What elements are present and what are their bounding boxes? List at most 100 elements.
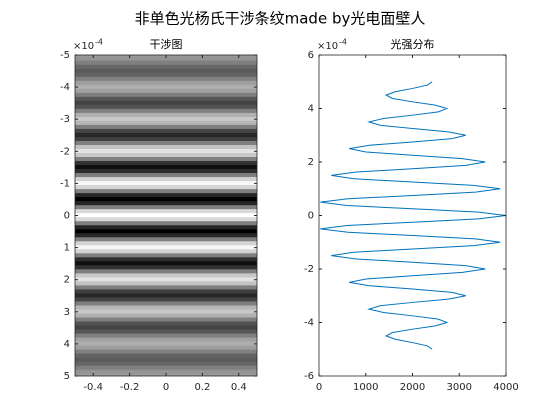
- image-row: [75, 365, 257, 371]
- image-row: [75, 88, 257, 94]
- y-tick-label: 6: [308, 50, 314, 61]
- image-row: [75, 128, 257, 134]
- image-row: [75, 96, 257, 102]
- image-row: [75, 68, 257, 74]
- image-row: [75, 136, 257, 142]
- x-tick-label: 0.2: [194, 382, 210, 393]
- image-row: [75, 108, 257, 114]
- image-row: [75, 104, 257, 110]
- y-tick-label: -5: [60, 50, 70, 61]
- x-tick-label: -0.2: [120, 382, 140, 393]
- image-row: [75, 313, 257, 319]
- x-tick-label: 3000: [447, 382, 472, 393]
- y-tick-label: -2: [60, 146, 70, 157]
- x-tick-label: 0: [316, 382, 322, 393]
- figure-title: 非单色光杨氏干涉条纹made by光电面壁人: [135, 10, 426, 28]
- image-row: [75, 72, 257, 78]
- x-tick-label: 1000: [353, 382, 378, 393]
- image-row: [75, 177, 257, 182]
- image-row: [75, 293, 257, 299]
- image-row: [75, 317, 257, 323]
- image-row: [75, 273, 257, 278]
- subplot-title: 光强分布: [391, 37, 435, 51]
- image-row: [75, 144, 257, 150]
- image-row: [75, 84, 257, 90]
- image-row: [75, 169, 257, 174]
- image-row: [75, 269, 257, 274]
- y-tick-label: -4: [304, 318, 314, 329]
- image-row: [75, 116, 257, 122]
- image-row: [75, 321, 257, 327]
- image-row: [75, 337, 257, 343]
- subplot-title: 干涉图: [150, 37, 183, 51]
- image-row: [75, 217, 257, 222]
- image-row: [75, 92, 257, 98]
- image-row: [75, 112, 257, 118]
- image-row: [75, 132, 257, 138]
- image-row: [75, 140, 257, 146]
- image-row: [75, 261, 257, 266]
- image-row: [75, 369, 257, 375]
- plot-area: [320, 81, 506, 350]
- image-row: [75, 345, 257, 351]
- image-row: [75, 325, 257, 331]
- y-tick-label: 4: [64, 339, 70, 350]
- image-row: [75, 301, 257, 307]
- exponent-base: ×10: [73, 41, 94, 52]
- image-row: [75, 189, 257, 194]
- x-tick-label: -0.4: [83, 382, 103, 393]
- y-tick-label: 2: [308, 157, 314, 168]
- image-row: [75, 100, 257, 106]
- image-row: [75, 201, 257, 206]
- y-tick-label: 1: [64, 243, 70, 254]
- image-row: [75, 185, 257, 190]
- image-row: [75, 197, 257, 202]
- image-row: [75, 285, 257, 291]
- image-row: [75, 361, 257, 367]
- image-row: [75, 249, 257, 254]
- y-tick-label: 3: [64, 307, 70, 318]
- image-row: [75, 225, 257, 230]
- image-row: [75, 124, 257, 130]
- image-row: [75, 221, 257, 226]
- y-tick-label: 2: [64, 275, 70, 286]
- y-tick-label: -6: [304, 371, 314, 382]
- image-row: [75, 80, 257, 86]
- line-series: [320, 81, 506, 350]
- image-row: [75, 333, 257, 339]
- image-row: [75, 309, 257, 315]
- x-tick-label: 0.4: [231, 382, 247, 393]
- image-row: [75, 297, 257, 303]
- image-row: [75, 245, 257, 250]
- image-row: [75, 349, 257, 355]
- y-tick-label: 4: [308, 104, 314, 115]
- image-row: [75, 165, 257, 170]
- exponent-base: ×10: [317, 41, 338, 52]
- image-row: [75, 233, 257, 238]
- image-row: [75, 341, 257, 347]
- x-tick-label: 4000: [493, 382, 518, 393]
- y-tick-label: -3: [60, 114, 70, 125]
- image-row: [75, 148, 257, 154]
- image-row: [75, 157, 257, 162]
- image-row: [75, 241, 257, 246]
- image-row: [75, 277, 257, 283]
- exponent-power: -4: [95, 38, 103, 47]
- plot-area: [75, 55, 257, 376]
- x-tick-label: 0: [163, 382, 169, 393]
- image-row: [75, 209, 257, 214]
- image-row: [75, 253, 257, 258]
- image-row: [75, 56, 257, 62]
- image-row: [75, 173, 257, 178]
- image-row: [75, 153, 257, 158]
- y-tick-label: 0: [308, 211, 314, 222]
- image-row: [75, 181, 257, 186]
- exponent-power: -4: [339, 38, 347, 47]
- y-tick-label: -2: [304, 264, 314, 275]
- image-row: [75, 289, 257, 295]
- image-row: [75, 357, 257, 363]
- image-row: [75, 353, 257, 359]
- y-tick-label: 0: [64, 211, 70, 222]
- image-row: [75, 205, 257, 210]
